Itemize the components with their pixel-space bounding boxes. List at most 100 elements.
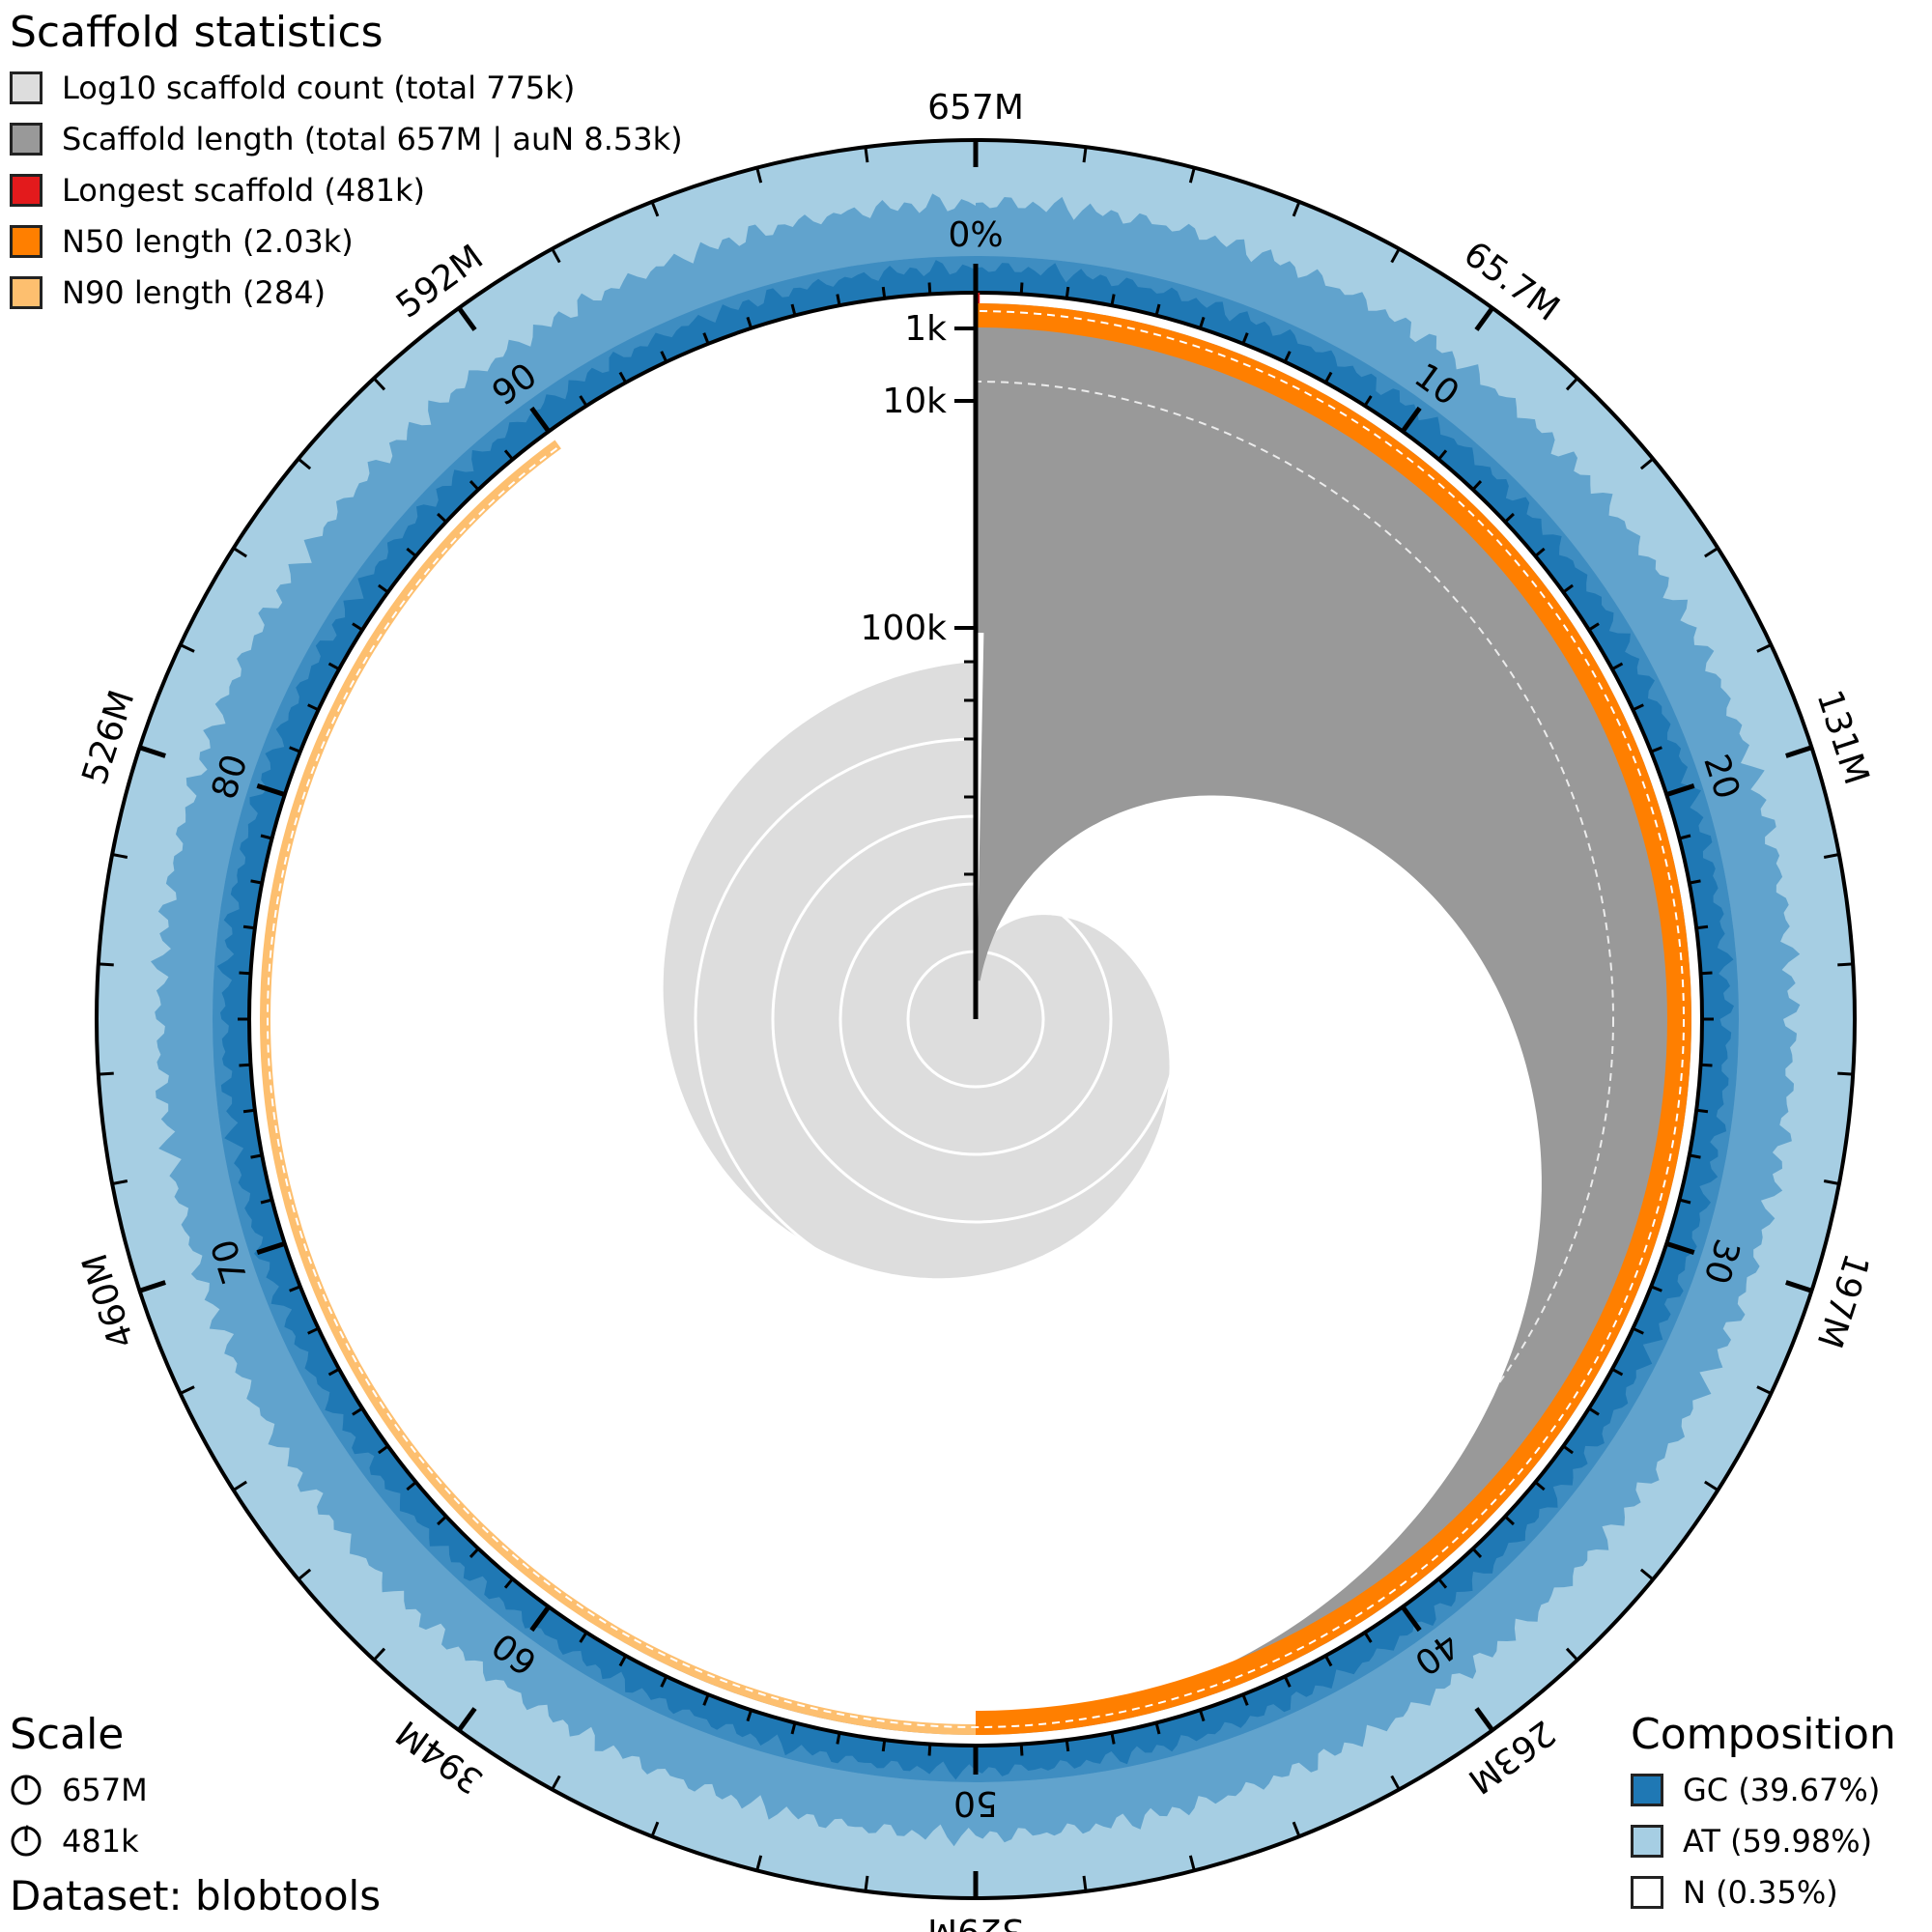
- percent-minor-tick: [660, 351, 668, 363]
- percent-minor-tick: [660, 1675, 668, 1688]
- percent-minor-tick: [307, 1326, 320, 1335]
- percent-minor-tick: [1471, 1548, 1483, 1558]
- percent-minor-tick: [1562, 583, 1574, 594]
- outer-minor-tick: [1390, 247, 1401, 264]
- percent-minor-tick: [239, 971, 251, 976]
- outer-minor-tick: [1639, 1568, 1655, 1581]
- percent-minor-tick: [1650, 746, 1662, 753]
- legend-item-n50: N50 length (2.03k): [10, 215, 683, 267]
- outer-minor-tick: [864, 146, 869, 163]
- percent-minor-tick: [250, 879, 263, 885]
- percent-minor-tick: [579, 395, 588, 407]
- percent-minor-tick: [1198, 1709, 1206, 1722]
- outer-major-tick: [1785, 745, 1813, 758]
- outer-minor-tick: [1704, 1480, 1719, 1492]
- percent-minor-tick: [1534, 1481, 1546, 1492]
- percent-minor-tick: [746, 1709, 753, 1722]
- scale-item-longest: 481k: [10, 1815, 148, 1866]
- outer-tick-label: 329M: [927, 1911, 1024, 1932]
- percent-minor-tick: [836, 294, 841, 306]
- percent-minor-tick: [1065, 286, 1070, 299]
- outer-minor-tick: [179, 1385, 195, 1395]
- percent-minor-tick: [1632, 703, 1644, 712]
- chart-title: Scaffold statistics: [10, 8, 384, 57]
- outer-minor-tick: [755, 1855, 763, 1871]
- scaffold-layer: [259, 293, 1691, 1735]
- outer-minor-tick: [1823, 1179, 1840, 1185]
- composition-item-n: N (0.35%): [1631, 1866, 1880, 1918]
- scale-title: Scale: [10, 1710, 125, 1759]
- composition-label: N (0.35%): [1683, 1873, 1838, 1911]
- count-swatch: [10, 71, 43, 104]
- percent-tick-label: 0%: [948, 215, 1003, 255]
- scale-label: 481k: [62, 1822, 139, 1860]
- scaffold-length-area: [260, 303, 1691, 1735]
- outer-major-tick: [457, 306, 477, 331]
- percent-minor-tick: [406, 547, 417, 557]
- percent-minor-tick: [1283, 351, 1292, 363]
- outer-minor-tick: [111, 853, 128, 859]
- outer-minor-tick: [755, 167, 763, 184]
- percent-minor-tick: [746, 316, 753, 329]
- percent-minor-tick: [927, 282, 932, 295]
- percent-minor-tick: [1679, 834, 1691, 840]
- percent-minor-tick: [327, 662, 340, 671]
- percent-minor-tick: [1363, 395, 1373, 407]
- percent-minor-tick: [250, 1153, 263, 1159]
- outer-minor-tick: [1565, 377, 1579, 391]
- percent-minor-tick: [579, 1632, 588, 1643]
- percent-minor-tick: [1695, 1108, 1709, 1114]
- percent-minor-tick: [1534, 547, 1546, 557]
- percent-minor-tick: [352, 622, 363, 632]
- percent-minor-tick: [503, 449, 514, 461]
- percent-minor-tick: [1283, 1675, 1292, 1688]
- percent-minor-tick: [1241, 332, 1249, 345]
- percent-minor-tick: [469, 480, 480, 491]
- outer-minor-tick: [111, 1179, 128, 1185]
- percent-minor-tick: [836, 1732, 841, 1745]
- outer-minor-tick: [1756, 1385, 1773, 1395]
- outer-minor-tick: [179, 643, 195, 653]
- scale-legend: 657M 481k: [10, 1764, 148, 1866]
- percent-minor-tick: [503, 1577, 514, 1589]
- outer-minor-tick: [1082, 146, 1088, 163]
- percent-minor-tick: [242, 1108, 256, 1114]
- scale-item-total: 657M: [10, 1764, 148, 1815]
- composition-label: GC (39.67%): [1683, 1771, 1881, 1808]
- count-spiral: [663, 662, 1170, 1279]
- outer-minor-tick: [551, 1775, 561, 1791]
- percent-major-tick: [1665, 782, 1695, 797]
- percent-minor-tick: [307, 703, 320, 712]
- outer-major-tick: [1474, 1707, 1494, 1732]
- outer-minor-tick: [1188, 167, 1196, 184]
- percent-minor-tick: [289, 1285, 301, 1293]
- percent-minor-tick: [1632, 1326, 1644, 1335]
- outer-minor-tick: [1082, 1875, 1088, 1892]
- outer-major-tick: [1785, 1280, 1813, 1293]
- percent-minor-tick: [1019, 1744, 1024, 1756]
- outer-minor-tick: [1292, 1821, 1301, 1837]
- legend-item-longest: Longest scaffold (481k): [10, 164, 683, 215]
- composition-item-at: AT (59.98%): [1631, 1815, 1880, 1866]
- longest-swatch: [10, 173, 43, 207]
- outer-minor-tick: [650, 1821, 660, 1837]
- percent-minor-tick: [1504, 1515, 1515, 1526]
- percent-minor-tick: [1110, 1732, 1116, 1745]
- percent-minor-tick: [618, 371, 628, 384]
- percent-minor-tick: [1323, 1655, 1333, 1667]
- percent-major-tick: [1400, 1605, 1422, 1633]
- legend-item-length: Scaffold length (total 657M | auN 8.53k): [10, 113, 683, 164]
- outer-minor-tick: [1639, 457, 1655, 470]
- outer-minor-tick: [864, 1875, 869, 1892]
- percent-minor-tick: [1504, 512, 1515, 524]
- percent-minor-tick: [702, 332, 710, 345]
- partial-circle-icon: [11, 1825, 42, 1856]
- outer-minor-tick: [1823, 853, 1840, 859]
- outer-minor-tick: [372, 377, 386, 391]
- percent-minor-tick: [1241, 1693, 1249, 1706]
- percent-tick-label: 50: [953, 1783, 998, 1823]
- n-dashline: [267, 310, 1685, 1728]
- radial-tick-label: 100k: [860, 609, 947, 648]
- percent-minor-tick: [260, 1198, 272, 1205]
